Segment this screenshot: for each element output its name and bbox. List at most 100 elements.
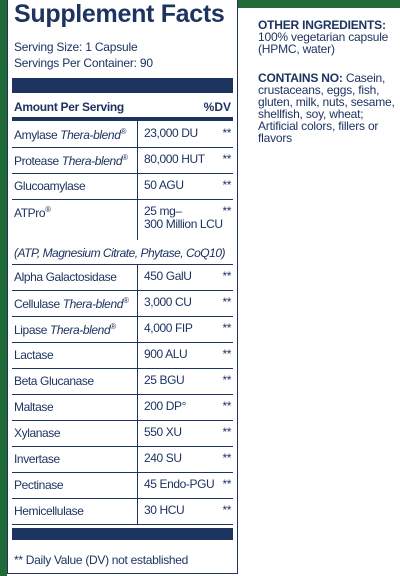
registered-mark: ®	[45, 205, 51, 214]
name: Maltase	[14, 400, 54, 414]
ingredient-name: Invertase	[14, 452, 60, 466]
ingredient-row: Beta Glucanase 25 BGU **	[12, 368, 233, 395]
ingredient-name: Lipase Thera-blend®	[14, 322, 116, 337]
ingredient-name: Glucoamylase	[14, 179, 86, 193]
amount: 4,000 FIP	[144, 321, 193, 335]
name: Pectinase	[14, 478, 64, 492]
blend: Thera-blend	[61, 154, 123, 168]
amount-text: 45 Endo-PGU	[144, 477, 215, 491]
registered-mark: ®	[122, 153, 128, 162]
column-divider	[137, 342, 138, 368]
thick-rule	[12, 528, 233, 540]
amount-text: 900 ALU	[144, 347, 188, 361]
amount: 50 AGU	[144, 179, 184, 192]
amount-text: 25 mg–	[144, 204, 182, 218]
ingredient-name: ATPro®	[14, 205, 51, 220]
contains-heading: CONTAINS NO:	[258, 71, 343, 85]
daily-value: **	[222, 477, 231, 491]
amount-text: 450 GalU	[144, 269, 192, 283]
amount-text: 3,000 CU	[144, 295, 192, 309]
ingredient-components: (ATP, Magnesium Citrate, Phytase, CoQ10)	[14, 246, 225, 260]
column-divider	[137, 173, 138, 199]
ingredient-row: ATPro® 25 mg– 300 Million LCU ** (ATP, Magne…	[12, 199, 233, 265]
column-divider	[137, 368, 138, 394]
column-amount: Amount Per Serving	[14, 100, 124, 114]
blend: Thera-blend	[62, 297, 124, 311]
amount: 30 HCU	[144, 503, 185, 517]
amount: 450 GalU	[144, 270, 192, 283]
serving-size: Serving Size: 1 Capsule	[14, 40, 138, 54]
amount-text: 550 XU	[144, 425, 182, 439]
column-divider	[137, 147, 138, 173]
amount: 23,000 DU	[144, 127, 198, 140]
servings-per-container: Servings Per Container: 90	[14, 56, 153, 70]
amount-text: 80,000 HUT	[144, 152, 205, 166]
column-divider	[137, 316, 138, 342]
ingredient-row: Glucoamylase 50 AGU **	[12, 173, 233, 200]
name: Xylanase	[14, 426, 61, 440]
amount-text: 30 HCU	[144, 503, 185, 517]
ingredient-row: Hemicellulase 30 HCU **	[12, 498, 233, 525]
ingredient-name: Amylase Thera-blend®	[14, 127, 126, 142]
amount: 240 SU	[144, 452, 182, 465]
daily-value: **	[222, 295, 231, 309]
name: ATPro	[14, 206, 46, 220]
daily-value: **	[222, 451, 231, 465]
other-text: 100% vegetarian capsule (HPMC, water)	[258, 30, 389, 56]
contains-no: CONTAINS NO: Casein, crustaceans, eggs, …	[258, 72, 398, 144]
daily-value: **	[222, 269, 231, 283]
blend: Thera-blend	[49, 323, 111, 337]
amount: 550 XU	[144, 426, 182, 439]
amount-text: 300 Million LCU	[144, 217, 223, 231]
registered-mark: ®	[120, 127, 126, 136]
contains-text: Casein, crustaceans, eggs, fish, gluten,…	[258, 71, 395, 145]
daily-value: **	[222, 204, 231, 218]
daily-value: **	[222, 399, 231, 413]
column-divider	[137, 121, 138, 147]
daily-value: **	[222, 126, 231, 140]
amount-text: 200 DP°	[144, 399, 187, 413]
name: Cellulase	[14, 297, 60, 311]
amount: 80,000 HUT	[144, 153, 205, 166]
ingredient-name: Hemicellulase	[14, 504, 84, 518]
amount-text: 240 SU	[144, 451, 182, 465]
column-divider	[137, 498, 138, 524]
amount-text: 50 AGU	[144, 178, 184, 192]
amount-text: 23,000 DU	[144, 126, 198, 140]
column-divider	[137, 199, 138, 240]
amount-text: 25 BGU	[144, 373, 185, 387]
name: Glucoamylase	[14, 179, 86, 193]
column-divider	[137, 446, 138, 472]
column-divider	[137, 394, 138, 420]
thick-rule	[12, 78, 233, 93]
medium-rule	[12, 117, 233, 121]
ingredient-row: Amylase Thera-blend® 23,000 DU **	[12, 121, 233, 148]
name: Hemicellulase	[14, 504, 84, 518]
name: Beta Glucanase	[14, 374, 94, 388]
amount: 3,000 CU	[144, 296, 192, 309]
amount: 900 ALU	[144, 347, 188, 361]
daily-value: **	[222, 503, 231, 517]
daily-value: **	[222, 152, 231, 166]
ingredient-name: Lactase	[14, 348, 54, 362]
ingredient-name: Pectinase	[14, 478, 64, 492]
ingredient-name: Beta Glucanase	[14, 374, 94, 388]
amount: 45 Endo-PGU	[144, 477, 215, 491]
daily-value: **	[222, 425, 231, 439]
amount: 200 DP°	[144, 400, 186, 413]
name: Invertase	[14, 452, 60, 466]
name: Amylase	[14, 128, 58, 142]
ingredient-row: Lipase Thera-blend® 4,000 FIP **	[12, 316, 233, 343]
blend: Thera-blend	[60, 128, 121, 142]
daily-value: **	[222, 178, 231, 192]
column-divider	[137, 264, 138, 290]
column-dv: %DV	[203, 100, 231, 114]
ingredient-name: Alpha Galactosidase	[14, 270, 117, 284]
label-title: Supplement Facts	[14, 0, 225, 28]
ingredient-name: Maltase	[14, 400, 54, 414]
ingredient-row: Xylanase 550 XU **	[12, 420, 233, 447]
column-divider	[137, 472, 138, 498]
ingredient-row: Lactase 900 ALU **	[12, 342, 233, 369]
amount-text: 4,000 FIP	[144, 321, 193, 335]
